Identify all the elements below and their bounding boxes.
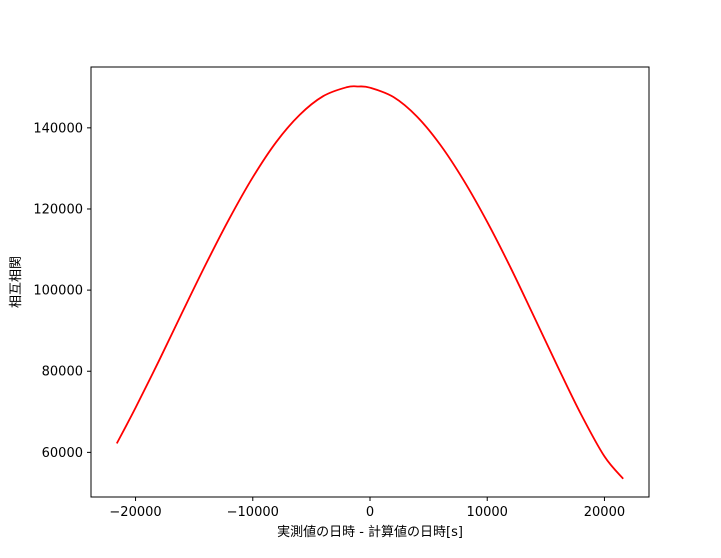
y-tick-label: 60000 xyxy=(42,446,83,461)
x-tick-label: 10000 xyxy=(467,505,508,520)
x-tick-label: −20000 xyxy=(109,505,161,520)
series-layer xyxy=(115,85,624,480)
y-tick-label: 80000 xyxy=(42,365,83,380)
series-line-0 xyxy=(115,85,624,480)
x-tick-label: 0 xyxy=(366,505,374,520)
y-axis-label: 相互相関 xyxy=(9,256,24,308)
y-tick-label: 140000 xyxy=(33,121,83,136)
y-tick-label: 120000 xyxy=(33,202,83,217)
x-axis-ticks: −20000 −10000 0 10000 20000 xyxy=(109,497,625,520)
x-tick-label: 20000 xyxy=(584,505,625,520)
y-tick-label: 100000 xyxy=(33,284,83,299)
x-tick-label: −10000 xyxy=(227,505,279,520)
y-axis-ticks: 60000 80000 100000 120000 140000 xyxy=(33,121,91,461)
x-axis-label: 実測値の日時 - 計算値の日時[s] xyxy=(277,524,463,540)
